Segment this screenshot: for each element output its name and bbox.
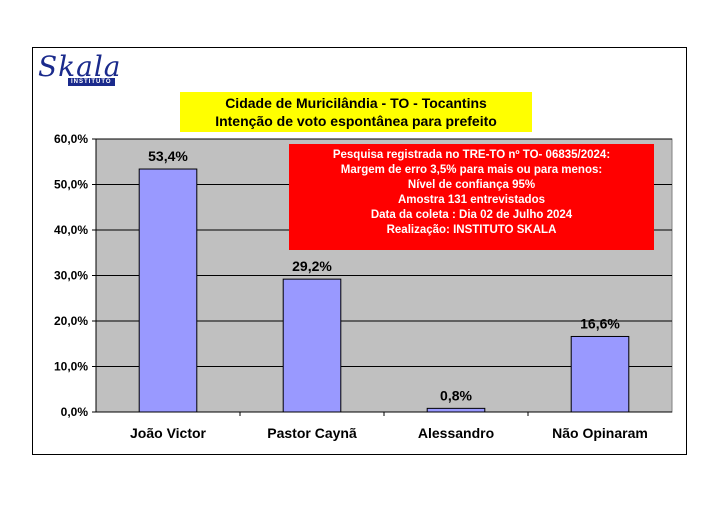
bar	[570, 335, 630, 413]
y-tick-label: 60,0%	[54, 132, 88, 146]
info-line: Realização: INSTITUTO SKALA	[386, 224, 557, 236]
chart-title-line-2: Intenção de voto espontânea para prefeit…	[215, 113, 497, 129]
info-line: Nível de confiança 95%	[407, 179, 536, 191]
bar-value-label: 29,2%	[292, 258, 332, 274]
info-line: Pesquisa registrada no TRE-TO nº TO- 068…	[332, 149, 611, 161]
value-labels: 53,4% 29,2% 0,8% 16,6%	[148, 148, 620, 403]
logo-word: Skala	[38, 50, 122, 83]
bar	[138, 168, 198, 413]
bar-value-label: 0,8%	[440, 387, 472, 403]
bar	[426, 407, 486, 413]
y-tick-label: 10,0%	[54, 360, 88, 374]
x-tick-label: Pastor Caynã	[267, 425, 357, 441]
y-tick-label: 20,0%	[54, 314, 88, 328]
y-tick-label: 30,0%	[54, 269, 88, 283]
y-axis-ticks: 0,0% 10,0% 20,0% 30,0% 40,0% 50,0% 60,0%	[54, 132, 96, 419]
x-tick-label: João Victor	[130, 425, 207, 441]
y-tick-label: 0,0%	[61, 405, 89, 419]
bar-value-label: 16,6%	[580, 315, 620, 331]
x-tick-label: Alessandro	[418, 425, 494, 441]
x-axis-ticks: João Victor Pastor Caynã Alessandro Não Opi…	[130, 412, 648, 441]
survey-info-box: Pesquisa registrada no TRE-TO nº TO- 068…	[289, 144, 654, 250]
y-tick-label: 40,0%	[54, 223, 88, 237]
bars	[138, 168, 630, 413]
info-line: Margem de erro 3,5% para mais ou para me…	[340, 164, 603, 176]
skala-logo: Skala INSTITUTO	[38, 52, 138, 86]
chart-title-line-1: Cidade de Muricilândia - TO - Tocantins	[225, 95, 487, 111]
bar-value-label: 53,4%	[148, 148, 188, 164]
x-tick-label: Não Opinaram	[552, 425, 648, 441]
chart-title-box: Cidade de Muricilândia - TO - Tocantins …	[180, 92, 532, 132]
info-line: Data da coleta : Dia 02 de Julho 2024	[370, 209, 573, 221]
bar	[282, 278, 342, 413]
y-tick-label: 50,0%	[54, 178, 88, 192]
logo-tag: INSTITUTO	[68, 78, 115, 86]
info-line: Amostra 131 entrevistados	[397, 194, 545, 206]
